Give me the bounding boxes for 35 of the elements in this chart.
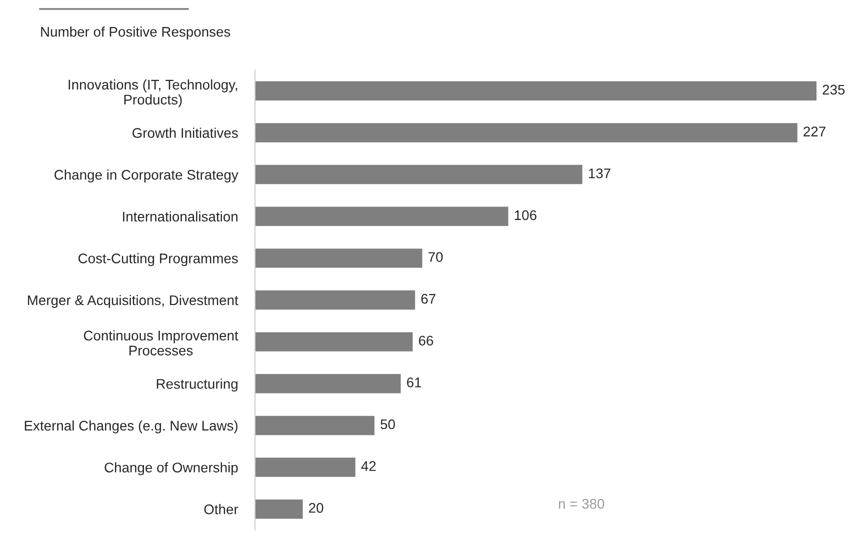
y-tick-label: Continuous Improvement Processes <box>84 330 238 356</box>
data-label: 61 <box>407 378 422 388</box>
y-tick-label: Innovations (IT, Technology, Products) <box>68 79 238 108</box>
text: Number of Positive Responses <box>41 26 230 40</box>
bar <box>255 123 798 142</box>
data-label: 20 <box>309 502 324 513</box>
y-tick-label: Growth Initiatives <box>132 128 238 138</box>
data-label: 235 <box>822 84 845 95</box>
y-tick-label: Other <box>204 504 238 514</box>
bar <box>255 206 508 226</box>
data-label: 227 <box>804 126 826 136</box>
bar <box>255 164 582 184</box>
bar <box>255 458 356 477</box>
bar <box>255 290 416 310</box>
y-tick-label: Change in Corporate Strategy <box>54 170 238 182</box>
data-label: 67 <box>421 294 436 304</box>
bar <box>255 416 374 436</box>
y-tick-label: Merger & Acquisitions, Divestment <box>28 294 238 308</box>
data-label: 42 <box>361 461 376 471</box>
annotation: n = 380 <box>558 498 604 509</box>
bar <box>255 499 303 519</box>
y-tick-label: Internationalisation <box>123 211 238 222</box>
bar <box>255 332 413 352</box>
data-label: 70 <box>428 252 443 262</box>
y-tick-label: Restructuring <box>156 378 238 392</box>
bar <box>255 374 401 394</box>
bar <box>255 248 422 268</box>
data-label: 50 <box>380 419 395 430</box>
data-label: 137 <box>588 168 610 178</box>
data-label: 106 <box>514 210 536 220</box>
data-label: 66 <box>418 336 434 346</box>
y-tick-label: Change of Ownership <box>104 462 238 476</box>
bar <box>255 81 816 101</box>
y-tick-label: External Changes (e.g. New Laws) <box>24 420 238 434</box>
y-tick-label: Cost-Cutting Programmes <box>78 253 238 266</box>
